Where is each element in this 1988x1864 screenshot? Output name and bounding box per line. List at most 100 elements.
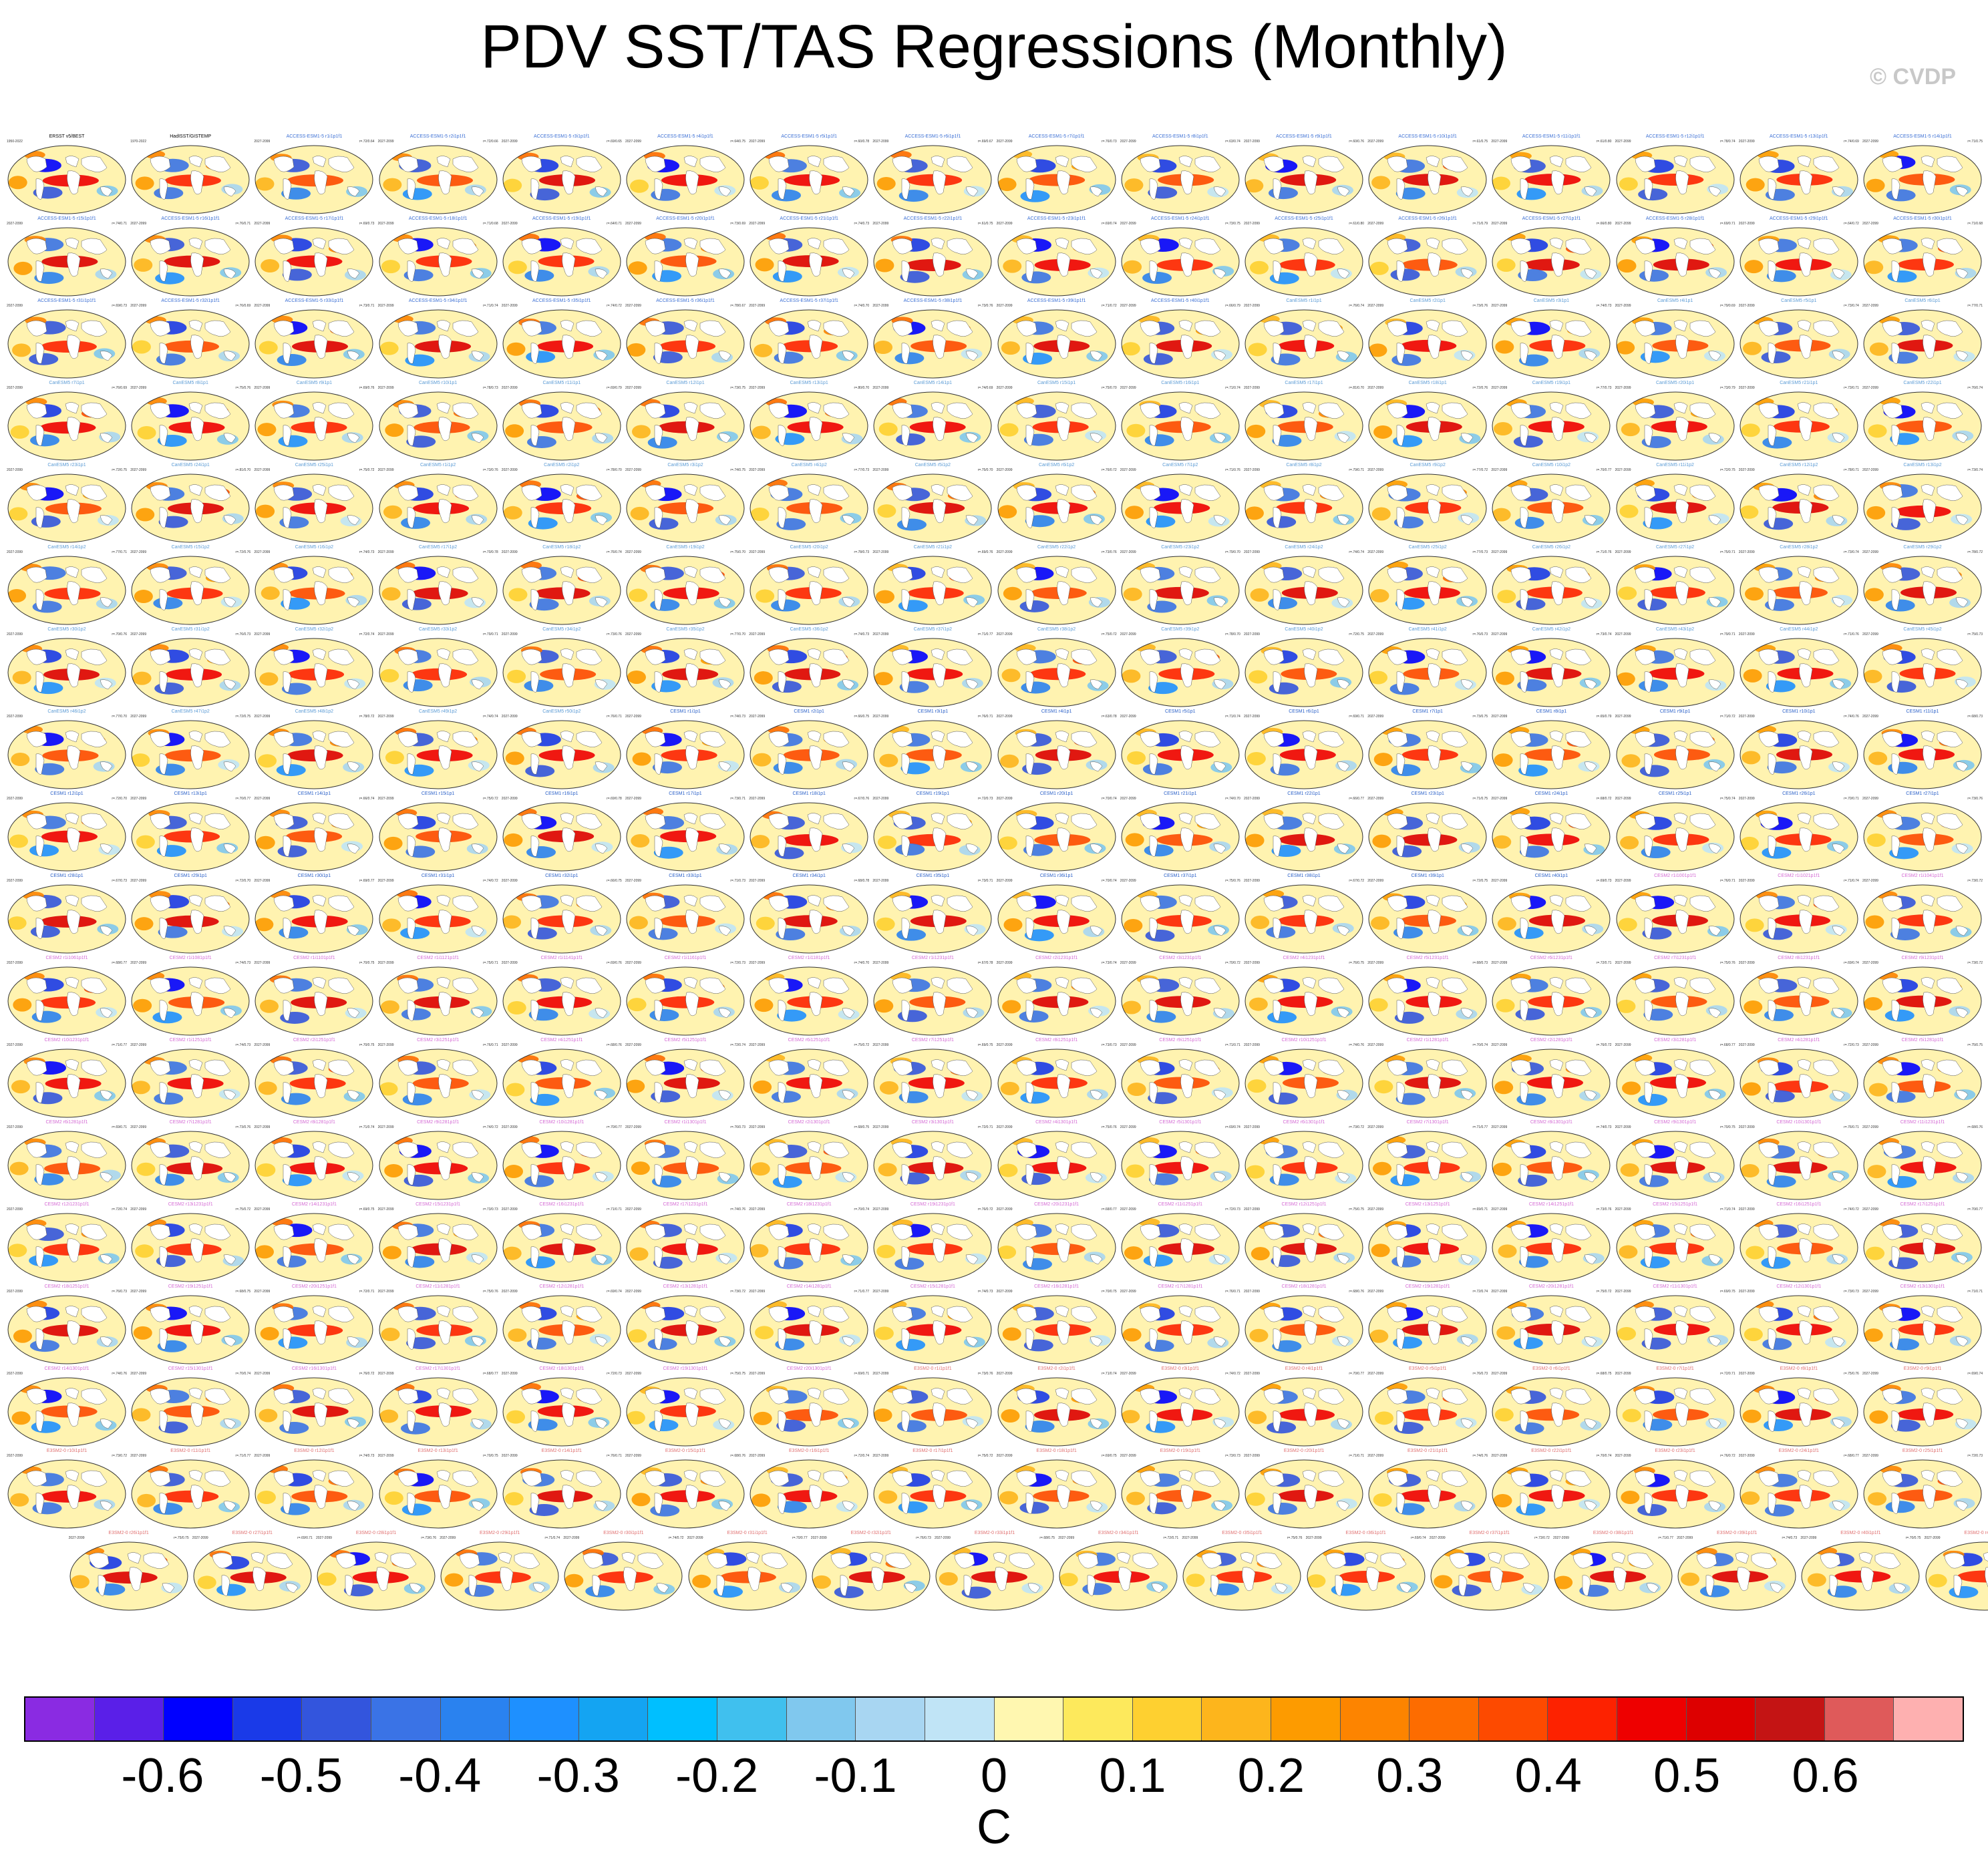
regression-map <box>1368 884 1487 954</box>
panel-pattern-correlation: r=.68/0.76 <box>1349 1290 1364 1294</box>
map-panel: CESM1 r27i1p1 2027-2099 r=.73/0.76 <box>1862 791 1983 873</box>
continent-outline <box>438 499 452 524</box>
map-panel: CESM1 r10i1p1 2027-2099 r=.74/0.76 <box>1739 709 1859 791</box>
map-panel: CESM2 r1i1121p1f1 2027-2099 r=.75/0.71 <box>378 955 498 1037</box>
panel-period: 2027-2099 <box>501 1207 518 1211</box>
continent-outline <box>1273 425 1282 446</box>
panel-period: 2027-2099 <box>1491 386 1508 390</box>
continent-outline <box>1460 351 1474 361</box>
continent-outline <box>654 178 663 200</box>
continent-outline <box>1016 156 1037 172</box>
panel-label: CESM2 r12i1301p1f1 <box>1776 1284 1822 1289</box>
regression-anomaly <box>502 915 521 929</box>
continent-outline <box>1566 156 1592 172</box>
panel-label: CanESM5 r40i1p2 <box>1285 627 1323 632</box>
continent-outline <box>150 484 171 501</box>
map-panel: CESM1 r19i1p1 2027-2099 r=.72/0.73 <box>872 791 993 873</box>
panel-label: CanESM5 r28i1p2 <box>1780 545 1818 550</box>
panel-period: 2027-2099 <box>749 468 766 472</box>
map-panel: ACCESS-ESM1-5 r16i1p1f1 2027-2099 r=.76/0.… <box>130 216 251 298</box>
continent-outline <box>521 238 542 254</box>
map-panel: CanESM5 r4i1p2 2027-2099 r=.77/0.73 <box>749 462 869 544</box>
map-panel: CESM2 r13i1281p1f1 2027-2099 r=.73/0.72 <box>625 1284 746 1366</box>
panel-label: CanESM5 r42i1p2 <box>1532 627 1570 632</box>
continent-outline <box>452 156 478 172</box>
map-panel: CESM2 r5i1281p1f1 2027-2099 r=.75/0.75 <box>1862 1037 1983 1119</box>
regression-map <box>1245 1213 1363 1282</box>
regression-anomaly <box>1369 1329 1389 1343</box>
regression-map <box>379 309 498 379</box>
panel-period: 2027-2099 <box>1491 879 1508 883</box>
panel-period: 2027-2099 <box>1615 222 1631 226</box>
continent-outline <box>452 484 478 501</box>
regression-anomaly <box>155 272 185 285</box>
regression-map <box>1245 227 1363 297</box>
regression-anomaly <box>1002 259 1021 273</box>
regression-map <box>379 1131 498 1200</box>
panel-period: 2027-2099 <box>130 1290 147 1294</box>
continent-outline <box>407 425 416 446</box>
regression-anomaly <box>1884 1009 1915 1022</box>
panel-pattern-correlation: r=.73/0.76 <box>1101 550 1117 554</box>
map-panel: ACCESS-ESM1-5 r17i1p1f1 2027-2099 r=.69/0.… <box>254 216 374 298</box>
panel-period: 2027-2099 <box>254 1290 271 1294</box>
continent-outline <box>1194 238 1221 254</box>
panel-label: CESM2 r6i1251p1f1 <box>788 1038 830 1043</box>
continent-outline <box>1551 499 1565 524</box>
panel-label: ACCESS-ESM1-5 r31i1p1f1 <box>37 299 96 303</box>
panel-period: 2027-2099 <box>872 304 889 308</box>
panel-pattern-correlation: r=.61/0.80 <box>1349 222 1364 226</box>
panel-label: CESM2 r16i1281p1f1 <box>1034 1284 1080 1289</box>
regression-map <box>131 556 250 625</box>
map-panel: CanESM5 r23i1p2 2027-2099 r=.79/0.70 <box>1120 544 1240 626</box>
map-panel: CESM1 r22i1p1 2027-2099 r=.66/0.77 <box>1244 791 1364 873</box>
panel-period: 2027-2099 <box>996 222 1013 226</box>
panel-pattern-correlation: r=.78/0.72 <box>359 715 375 719</box>
map-panel: E3SM2-0 r2i1p1f1 2027-2099 r=.71/0.74 <box>997 1366 1117 1448</box>
regression-anomaly <box>896 928 927 941</box>
map-panel: CESM2 r16i1301p1f1 2027-2099 r=.76/0.72 <box>254 1366 374 1448</box>
panel-period: 2027-2099 <box>625 1290 641 1294</box>
panel-pattern-correlation: r=.66/0.77 <box>1349 797 1364 801</box>
panel-period: 2027-2099 <box>1615 140 1631 144</box>
continent-outline <box>1585 351 1597 361</box>
regression-anomaly <box>879 422 898 436</box>
panel-period: 2027-2099 <box>1367 386 1384 390</box>
panel-period: 2027-2099 <box>625 879 641 883</box>
panel-period: 2027-2099 <box>130 1043 147 1047</box>
continent-outline <box>892 238 913 254</box>
map-border <box>626 556 745 625</box>
regression-anomaly <box>1247 424 1266 438</box>
panel-label: CanESM5 r9i1p2 <box>1410 463 1446 468</box>
panel-label: CESM2 r11i1281p1f1 <box>416 1284 460 1289</box>
map-panel: CanESM5 r14i1p2 2027-2099 r=.77/0.71 <box>7 544 127 626</box>
regression-map <box>1616 802 1735 872</box>
regression-map <box>1616 1131 1735 1200</box>
regression-anomaly <box>257 835 276 850</box>
panel-pattern-correlation: r=.79/0.70 <box>1225 550 1240 554</box>
regression-map <box>873 145 992 214</box>
regression-map <box>626 227 745 297</box>
continent-outline <box>842 268 855 279</box>
map-panel: ERSST v5/BEST 1950-2022 <box>7 134 127 216</box>
panel-label: CESM1 r7i1p1 <box>1412 709 1443 714</box>
panel-period: 2027-2099 <box>377 1207 394 1211</box>
panel-pattern-correlation: r=.76/0.69 <box>235 304 251 308</box>
panel-label: CanESM5 r31i1p2 <box>171 627 210 632</box>
map-border <box>1121 556 1240 625</box>
panel-label: CanESM5 r36i1p2 <box>790 627 828 632</box>
panel-label: CESM2 r18i1301p1f1 <box>539 1366 585 1371</box>
panel-period: 2027-2099 <box>1244 304 1260 308</box>
panel-pattern-correlation: r=.71/0.77 <box>112 1043 127 1047</box>
map-panel: ACCESS-ESM1-5 r23i1p1f1 2027-2099 r=.69/0.… <box>997 216 1117 298</box>
regression-anomaly <box>507 1000 526 1014</box>
map-border <box>750 309 868 379</box>
map-panel: CESM2 r12i1251p1f1 2027-2099 r=.75/0.75 <box>1244 1201 1364 1284</box>
map-border <box>626 227 745 297</box>
regression-anomaly <box>29 1340 59 1352</box>
panel-label: CESM1 r31i1p1 <box>421 874 455 878</box>
panel-label: CanESM5 r17i1p1 <box>1285 381 1323 385</box>
map-panel: CESM2 r20i1301p1f1 2027-2099 r=.69/0.71 <box>749 1366 869 1448</box>
regression-anomaly <box>29 353 59 365</box>
regression-anomaly <box>1127 1083 1146 1097</box>
